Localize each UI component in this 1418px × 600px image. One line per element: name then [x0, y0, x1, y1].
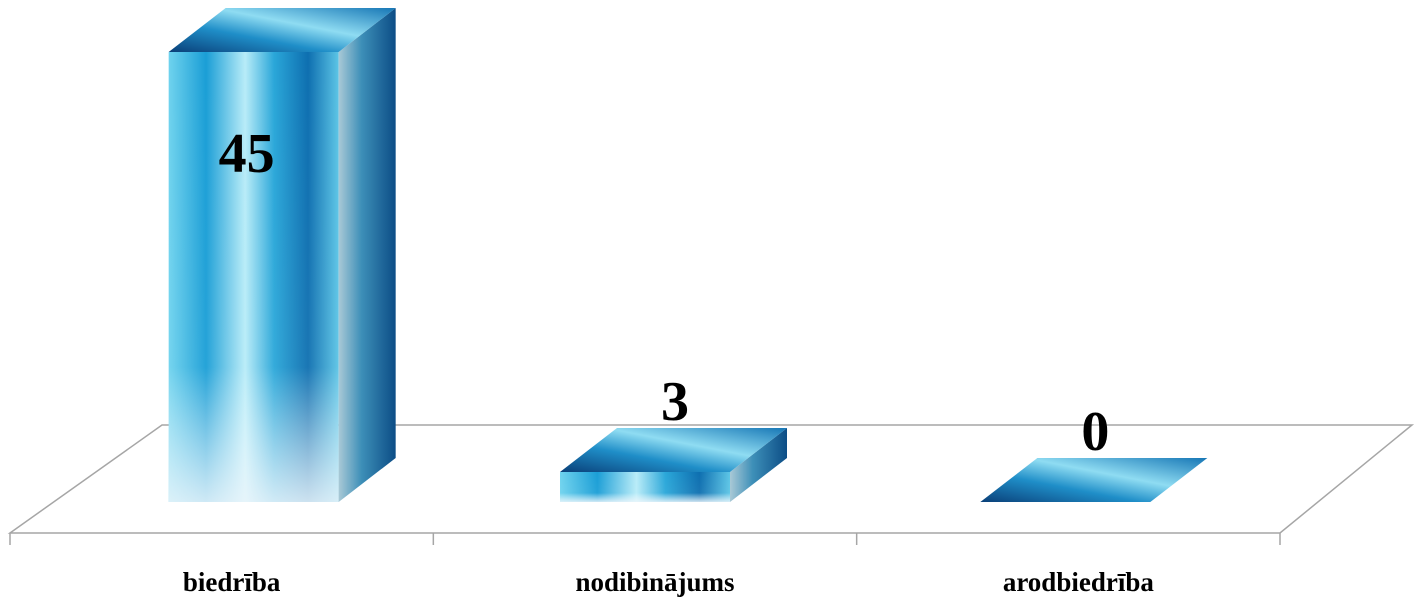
bar-1 [168, 8, 396, 502]
labels: 45 biedrība 3 nodibinājums 0 arodbiedrība [183, 123, 1154, 597]
chart-floor [7, 424, 1415, 545]
data-label: 3 [661, 371, 689, 433]
bars [168, 8, 1208, 502]
bar-top-face [560, 428, 787, 472]
bar-side-face [338, 8, 396, 502]
category-label: nodibinājums [575, 567, 734, 597]
bar-top-face [168, 8, 396, 52]
category-label: arodbiedrība [1003, 567, 1155, 597]
bar-front-shade [560, 472, 730, 502]
category-label: biedrība [183, 567, 281, 597]
data-label: 0 [1081, 401, 1109, 463]
bar-top-face [980, 458, 1208, 502]
bar-2 [560, 428, 787, 502]
bar-front-shade [168, 52, 339, 502]
bar-3 [980, 458, 1208, 502]
bar-side-face [730, 428, 787, 502]
data-label: 45 [219, 123, 275, 185]
